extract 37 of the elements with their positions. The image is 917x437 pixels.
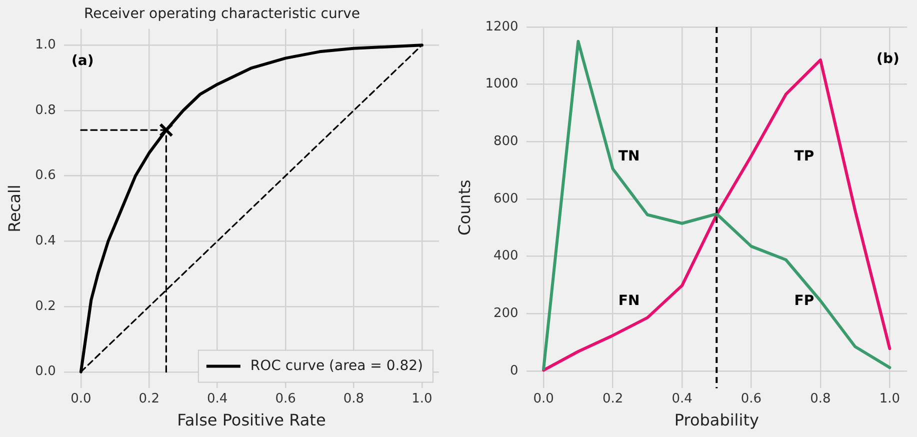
- legend-label: ROC curve (area = 0.82): [250, 358, 423, 374]
- y-tick-label: 0.6: [35, 168, 56, 184]
- y-tick-label: 0.4: [35, 234, 56, 249]
- y-tick-label: 0.0: [35, 364, 56, 380]
- x-tick-label: 0.8: [810, 391, 831, 406]
- annotation: (a): [72, 52, 94, 69]
- annotation: FP: [794, 293, 814, 310]
- y-tick-label: 1000: [485, 76, 518, 92]
- y-tick-label: 0.2: [35, 298, 56, 314]
- x-tick-label: 0.6: [740, 391, 762, 406]
- y-tick-label: 200: [493, 306, 518, 322]
- y-tick-label: 1200: [485, 19, 518, 34]
- y-tick-label: 0.8: [35, 102, 56, 118]
- x-axis-title: Probability: [674, 410, 759, 430]
- y-tick-label: 1.0: [35, 38, 56, 53]
- x-tick-label: 0.0: [70, 391, 92, 406]
- x-axis-title: False Positive Rate: [177, 410, 326, 430]
- y-axis-title: Counts: [454, 180, 474, 236]
- annotation: (b): [876, 51, 900, 68]
- x-tick-label: 0.6: [275, 391, 296, 406]
- x-tick-label: 1.0: [879, 391, 900, 406]
- x-tick-label: 0.2: [138, 391, 160, 406]
- y-tick-label: 400: [493, 248, 518, 264]
- annotation: FN: [618, 293, 640, 310]
- x-tick-label: 0.2: [602, 391, 624, 406]
- x-tick-label: 0.8: [343, 391, 364, 406]
- y-tick-label: 0: [510, 363, 518, 378]
- y-axis-title: Recall: [4, 184, 24, 232]
- x-tick-label: 0.4: [206, 391, 228, 406]
- annotation: TN: [618, 148, 640, 165]
- x-tick-label: 0.0: [533, 391, 554, 406]
- x-tick-label: 1.0: [412, 391, 432, 406]
- chart-title: Receiver operating characteristic curve: [84, 6, 360, 22]
- y-tick-label: 600: [493, 191, 518, 206]
- y-tick-label: 800: [493, 134, 518, 150]
- annotation: TP: [794, 148, 814, 165]
- x-tick-label: 0.4: [672, 391, 692, 406]
